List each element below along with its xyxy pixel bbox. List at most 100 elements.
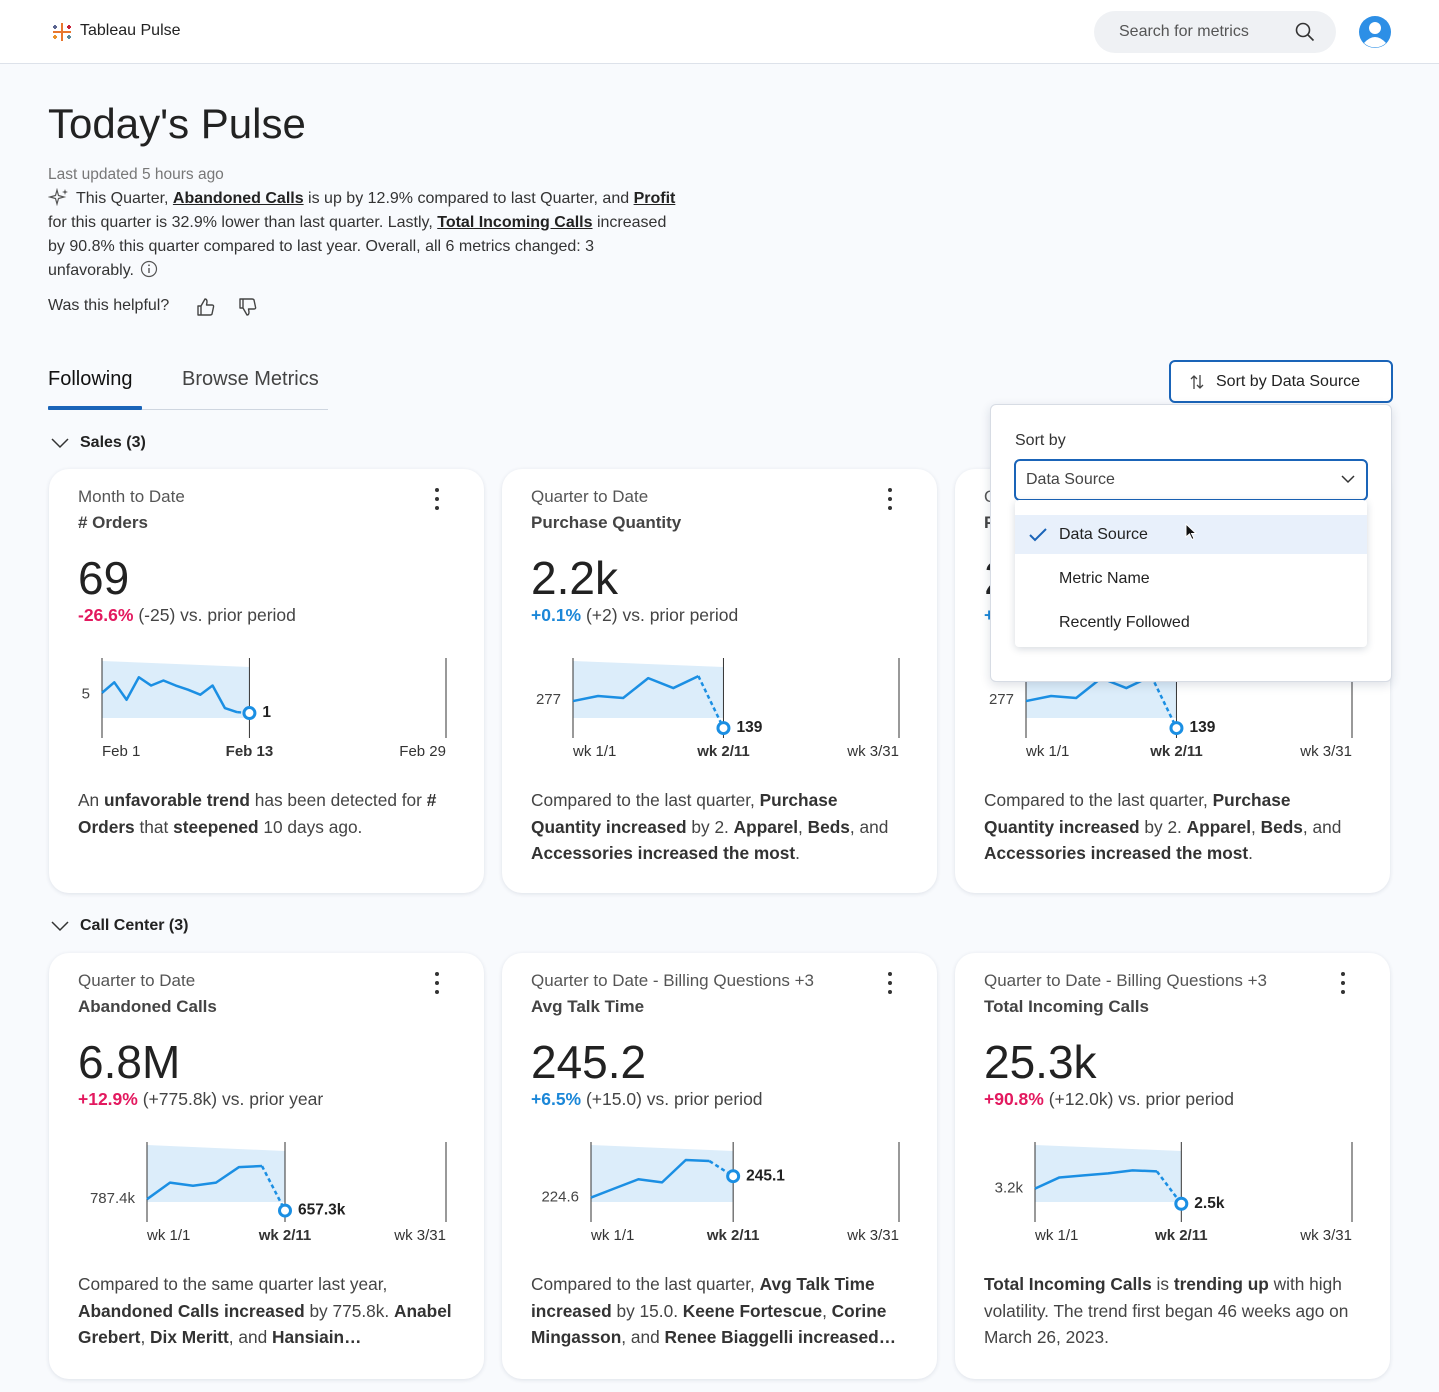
trend-line	[1025, 674, 1152, 703]
page-title: Today's Pulse	[48, 100, 306, 147]
change-delta: (+15.0)	[585, 1089, 642, 1109]
insight: An unfavorable trend has been detected f…	[78, 787, 458, 840]
text-run: that	[134, 816, 174, 837]
comparison: vs. prior year	[222, 1089, 324, 1109]
text-run: by 775.8k.	[304, 1300, 394, 1321]
dot	[888, 972, 892, 976]
check-icon	[1029, 528, 1047, 542]
bold-text: steepened	[173, 816, 259, 837]
bold-text: unfavorable trend	[103, 790, 250, 810]
bold-text: Beds	[807, 816, 850, 837]
dot	[888, 990, 892, 994]
tab[interactable]: Browse Metrics	[182, 368, 319, 390]
text-run: ,	[140, 1327, 151, 1347]
more-menu[interactable]	[882, 971, 898, 995]
x-tick-label: wk 1/1	[572, 743, 616, 760]
sort-button-label: Sort by Data Source	[1216, 373, 1361, 390]
text-run: Compared to the last quarter,	[984, 790, 1213, 810]
insight: Total Incoming Calls is trending up with…	[984, 1271, 1364, 1351]
text-run: An	[78, 790, 104, 810]
x-tick-label: wk 3/31	[1299, 743, 1352, 760]
x-tick-label: wk 3/31	[1299, 1227, 1352, 1244]
bold-text: Abandoned Calls increased	[78, 1300, 305, 1321]
y-tick-label: 277	[536, 691, 561, 708]
text-run: Compared to the last quarter,	[531, 1274, 760, 1294]
dot	[888, 488, 892, 492]
metric-card[interactable]: Quarter to Date Abandoned Calls 6.8M +12.9%…	[49, 953, 484, 1379]
sort-label: Sort by	[1015, 432, 1066, 449]
dot	[888, 981, 892, 985]
dot	[435, 981, 439, 985]
metric-value: 245.2	[531, 1036, 647, 1088]
metric-card[interactable]: Month to Date # Orders 69 -26.6% (-25) vs. …	[49, 469, 484, 893]
x-tick-label: wk 2/11	[258, 1227, 312, 1244]
chevron	[51, 438, 69, 449]
collapse-chevron[interactable]	[51, 437, 69, 449]
bold-text: Keene Fortescue	[682, 1300, 823, 1321]
sort-select[interactable]: Data Source	[1014, 459, 1368, 501]
search-icon	[1295, 22, 1315, 42]
comparison: vs. prior period	[622, 605, 739, 625]
metric-name: Total Incoming Calls	[984, 997, 1149, 1016]
thumbs-up[interactable]	[195, 296, 217, 318]
text-run: , and	[621, 1327, 665, 1347]
metric-link[interactable]: Abandoned Calls	[172, 190, 304, 207]
collapse-chevron[interactable]	[51, 920, 69, 932]
section-name: Call Center (3)	[80, 917, 189, 934]
text-run: has been detected for	[249, 790, 427, 810]
metric-name: Avg Talk Time	[531, 997, 645, 1016]
logo	[53, 23, 71, 41]
text-run: increased by 90.8% this quarter compared…	[48, 214, 667, 279]
dot	[1341, 990, 1345, 994]
dot	[435, 488, 439, 492]
latest-point	[716, 721, 731, 736]
bold-text: Accessories increased the most	[531, 843, 796, 863]
tab[interactable]: Following	[48, 368, 133, 390]
change-percent: +12.9%	[78, 1089, 138, 1109]
metric-name: Abandoned Calls	[78, 997, 217, 1016]
sort-option[interactable]: Recently Followed	[1015, 603, 1367, 642]
sparkline: wk 1/1 wk 2/11 wk 3/31 224.6 245.1	[541, 1142, 900, 1244]
metric-card[interactable]: Quarter to Date Purchase Quantity 2.2k+0.1…	[502, 469, 937, 893]
text-run: ,	[798, 816, 808, 837]
sort-button[interactable]: Sort by Data Source	[1169, 360, 1393, 403]
metric-card[interactable]: Quarter to Date - Billing Questions +3 Av…	[502, 953, 937, 1379]
option-label: Recently Followed	[1059, 614, 1190, 631]
text-run: is	[1151, 1274, 1174, 1294]
change: +12.9% (+775.8k) vs. prior year	[78, 1089, 323, 1110]
metric-card[interactable]: Quarter to Date - Billing Questions +3 To…	[955, 953, 1390, 1379]
text-run: Compared to the last quarter,	[531, 790, 760, 810]
trend-line	[590, 1158, 710, 1199]
text-run: ,	[1251, 816, 1261, 837]
metric-link[interactable]: Profit	[633, 190, 676, 207]
latest-point	[1169, 721, 1184, 736]
bold-text: # Orders	[78, 790, 437, 837]
summary-text: This Quarter, Abandoned Calls is up by 1…	[48, 190, 675, 279]
sparkle-icon	[47, 187, 68, 207]
thumbs-down[interactable]	[237, 296, 259, 318]
search-box[interactable]: Search for metrics	[1094, 11, 1336, 53]
tab-divider	[48, 409, 328, 410]
more-menu[interactable]	[882, 487, 898, 511]
bold-text: Anabel Grebert	[78, 1300, 452, 1348]
value-label: 2.5k	[1194, 1195, 1225, 1212]
more-menu[interactable]	[429, 487, 445, 511]
text-run: ,	[822, 1300, 832, 1321]
metric-value: 6.8M	[78, 1036, 181, 1088]
more-menu[interactable]	[1335, 971, 1351, 995]
bold-text: Apparel	[1186, 816, 1252, 837]
user-avatar[interactable]	[1358, 15, 1392, 49]
chevron	[51, 921, 69, 932]
more-menu[interactable]	[429, 971, 445, 995]
metric-link[interactable]: Total Incoming Calls	[437, 214, 593, 231]
last-updated: Last updated 5 hours ago	[48, 166, 224, 183]
sort-option[interactable]: Metric Name	[1015, 559, 1367, 598]
bold-text: Total Incoming Calls	[984, 1274, 1152, 1294]
x-tick-label: wk 2/11	[696, 743, 750, 760]
x-tick-label: Feb 29	[399, 743, 446, 760]
bold-text: Dix Meritt	[150, 1327, 229, 1347]
normal-range-band	[102, 661, 250, 718]
text-run: , and	[1302, 816, 1342, 837]
info-icon[interactable]	[140, 260, 158, 278]
sparkline: wk 1/1 wk 2/11 wk 3/31 277 139	[536, 658, 900, 760]
